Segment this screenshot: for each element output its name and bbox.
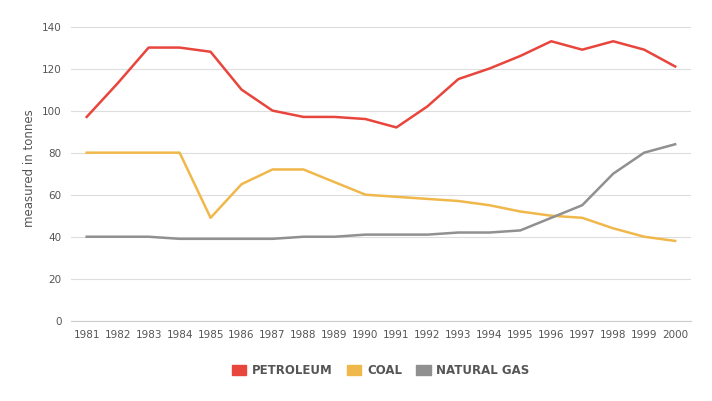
Legend: PETROLEUM, COAL, NATURAL GAS: PETROLEUM, COAL, NATURAL GAS	[227, 360, 535, 382]
Y-axis label: measured in tonnes: measured in tonnes	[23, 109, 36, 227]
